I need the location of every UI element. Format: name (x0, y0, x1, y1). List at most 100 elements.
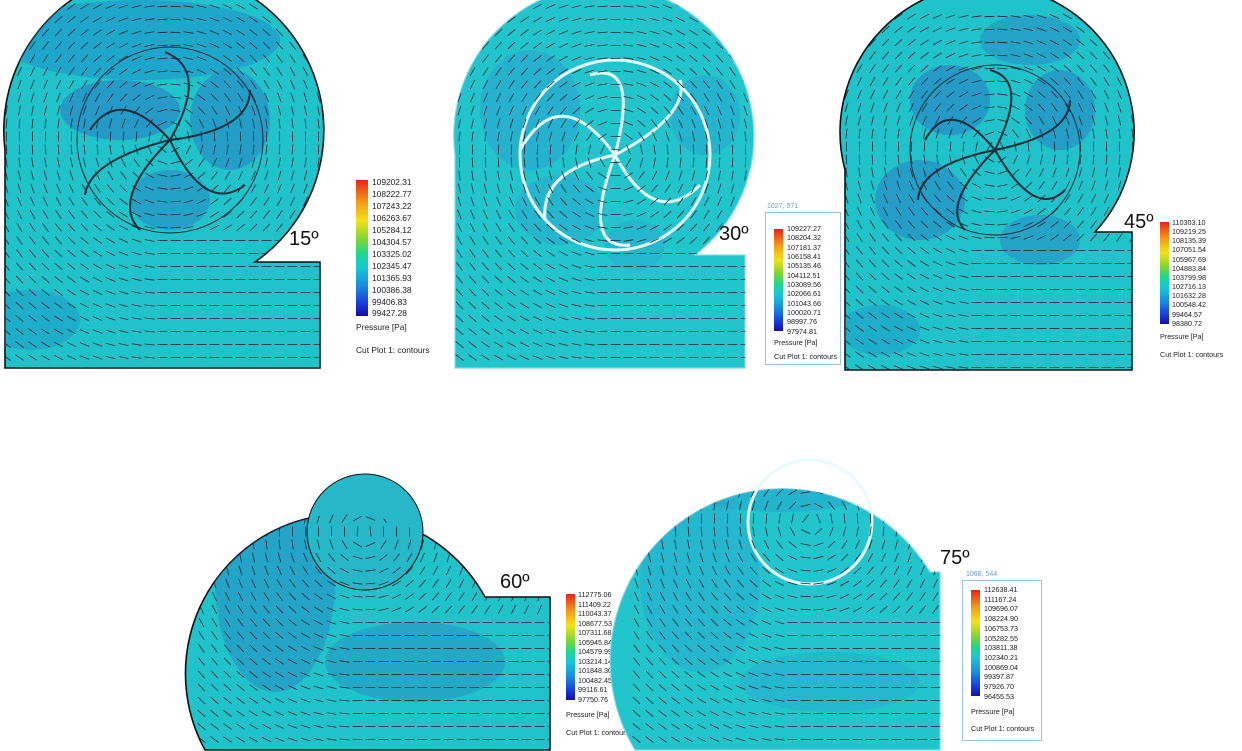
velocity-arrow (735, 737, 746, 742)
velocity-arrow (213, 144, 216, 155)
velocity-arrow (948, 128, 953, 139)
velocity-arrow (546, 93, 555, 102)
velocity-arrow (277, 552, 282, 563)
velocity-arrow (715, 54, 724, 63)
velocity-arrow (250, 424, 257, 431)
velocity-arrow (510, 144, 513, 155)
velocity-arrow (302, 41, 309, 50)
velocity-arrow (1063, 220, 1072, 229)
velocity-arrow (209, 224, 220, 231)
velocity-arrow (119, 80, 128, 89)
velocity-arrow (43, 92, 48, 103)
velocity-arrow (263, 450, 269, 458)
velocity-arrow (945, 14, 956, 19)
velocity-arrow (906, 326, 917, 331)
velocity-arrow (895, 89, 902, 100)
velocity-arrow (868, 312, 877, 319)
velocity-arrow (250, 398, 258, 404)
velocity-arrow (801, 466, 811, 467)
velocity-arrow (482, 249, 489, 258)
velocity-arrow (1065, 167, 1070, 178)
velocity-arrow (934, 462, 938, 471)
velocity-arrow (791, 513, 794, 524)
velocity-arrow (687, 475, 690, 484)
velocity-arrow (691, 118, 696, 129)
velocity-arrow (494, 288, 503, 297)
velocity-arrow (144, 212, 155, 217)
velocity-arrow (303, 196, 308, 207)
velocity-arrow (211, 157, 218, 168)
velocity-arrow (496, 196, 501, 207)
velocity-arrow (881, 286, 890, 293)
velocity-arrow (636, 238, 647, 243)
velocity-arrow (853, 387, 862, 390)
velocity-arrow (827, 477, 836, 482)
velocity-arrow (237, 618, 244, 627)
velocity-arrow (326, 646, 337, 651)
velocity-arrow (775, 553, 784, 562)
velocity-arrow (418, 438, 426, 443)
velocity-arrow (893, 437, 900, 444)
velocity-arrow (551, 449, 555, 458)
velocity-arrow (715, 28, 724, 37)
velocity-arrow (749, 606, 758, 613)
velocity-arrow (482, 222, 489, 233)
velocity-arrow (510, 411, 516, 419)
velocity-arrow (971, 54, 982, 57)
velocity-arrow (157, 57, 168, 60)
velocity-arrow (840, 488, 849, 497)
velocity-arrow (66, 302, 77, 309)
velocity-arrow (737, 425, 745, 431)
velocity-arrow (353, 388, 363, 389)
velocity-arrow (892, 399, 900, 405)
velocity-arrow (776, 500, 783, 511)
velocity-arrow (826, 568, 837, 573)
velocity-arrow (663, 224, 672, 231)
velocity-arrow (716, 92, 723, 103)
scale-value: 109202.31 (372, 177, 412, 187)
velocity-arrow (106, 55, 115, 62)
velocity-arrow (881, 25, 890, 34)
velocity-arrow (713, 526, 716, 537)
velocity-arrow (405, 579, 414, 588)
velocity-arrow (984, 236, 995, 239)
velocity-arrow (623, 199, 634, 204)
velocity-arrow (472, 449, 478, 457)
velocity-arrow (852, 606, 863, 613)
velocity-arrow (698, 385, 706, 391)
velocity-arrow (584, 5, 595, 8)
velocity-arrow (431, 386, 440, 390)
velocity-arrow (571, 290, 582, 295)
velocity-arrow (484, 131, 487, 142)
velocity-arrow (972, 117, 981, 124)
velocity-arrow (638, 132, 645, 141)
velocity-arrow (263, 605, 270, 614)
velocity-arrow (895, 220, 902, 229)
velocity-arrow (494, 262, 503, 271)
velocity-arrow (1089, 233, 1098, 242)
velocity-vectors (455, 2, 751, 361)
velocity-arrow (1102, 12, 1111, 21)
velocity-arrow (684, 618, 693, 627)
velocity-arrow (672, 605, 679, 614)
velocity-arrow (314, 400, 323, 403)
velocity-arrow (249, 16, 258, 23)
velocity-arrow (551, 462, 554, 471)
velocity-arrow (636, 43, 647, 48)
velocity-arrow (571, 43, 582, 48)
velocity-arrow (80, 29, 89, 36)
velocity-arrow (92, 303, 103, 308)
velocity-arrow (495, 67, 502, 76)
velocity-arrow (276, 437, 283, 444)
velocity-arrow (238, 105, 243, 116)
velocity-arrow (497, 424, 503, 432)
velocity-arrow (29, 223, 36, 232)
velocity-arrow (28, 315, 37, 322)
velocity-arrow (41, 315, 50, 322)
velocity-arrow (623, 5, 634, 8)
velocity-arrow (907, 273, 916, 280)
velocity-arrow (1024, 181, 1033, 190)
velocity-arrow (510, 385, 517, 392)
velocity-arrow (736, 579, 745, 588)
velocity-arrow (144, 317, 155, 320)
